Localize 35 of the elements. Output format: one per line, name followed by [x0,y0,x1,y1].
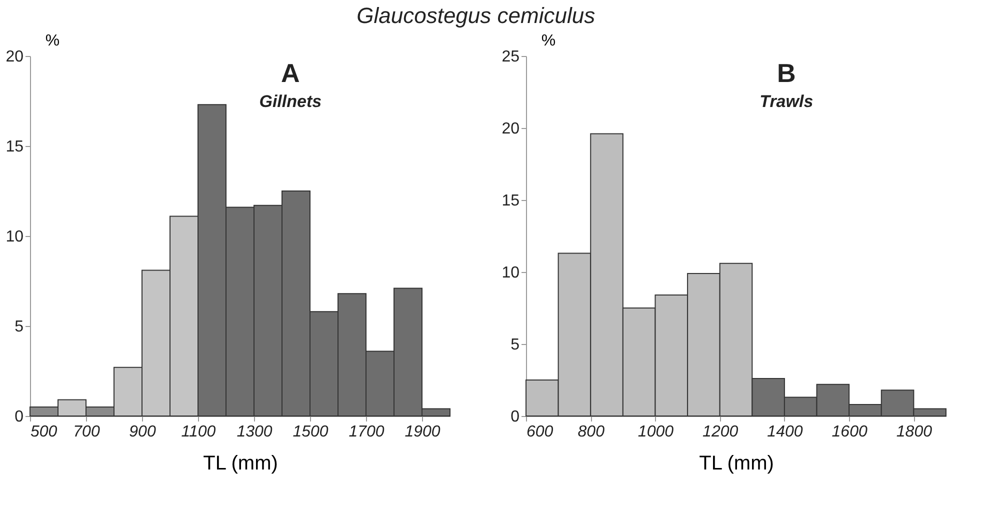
y-tick-label: 5 [14,318,24,336]
text: Trawls [760,92,814,111]
y-tick-label: 0 [14,408,24,426]
x-tick-label: 1000 [638,424,674,440]
x-tick-label: 1600 [832,424,868,440]
chart-title: A [281,58,300,88]
x-tick-label: 500 [30,424,58,440]
chart-title: B [777,58,796,88]
x-tick-label: 1700 [348,424,384,440]
y-tick-label: 0 [510,408,520,426]
x-tick-label: 1400 [767,424,803,440]
y-tick-label: 5 [510,336,520,354]
x-axis-title: TL (mm) [699,452,774,474]
x-axis-title: TL (mm) [203,452,278,474]
x-tick-label: 1200 [702,424,738,440]
x-tick-label: 800 [578,424,605,440]
x-tick-label: 700 [73,424,100,440]
y-tick-label: 25 [502,48,520,66]
text: Gillnets [259,92,322,111]
text: Glaucostegus cemiculus [356,3,596,28]
y-tick-label: 10 [6,228,24,246]
x-tick-label: 1500 [292,424,328,440]
y-tick-label: 20 [6,48,24,66]
x-tick-label: 600 [526,424,554,440]
y-tick-label: 15 [6,138,24,156]
y-tick-label: 15 [502,192,520,210]
y-axis-title: % [541,32,556,50]
y-tick-label: 20 [502,120,520,138]
x-tick-label: 1300 [236,424,272,440]
y-tick-label: 10 [502,264,520,282]
x-tick-label: 1100 [181,424,216,440]
x-tick-label: 1900 [404,424,440,440]
y-axis-title: % [45,32,60,50]
x-tick-label: 900 [129,424,156,440]
x-tick-label: 1800 [896,424,932,440]
